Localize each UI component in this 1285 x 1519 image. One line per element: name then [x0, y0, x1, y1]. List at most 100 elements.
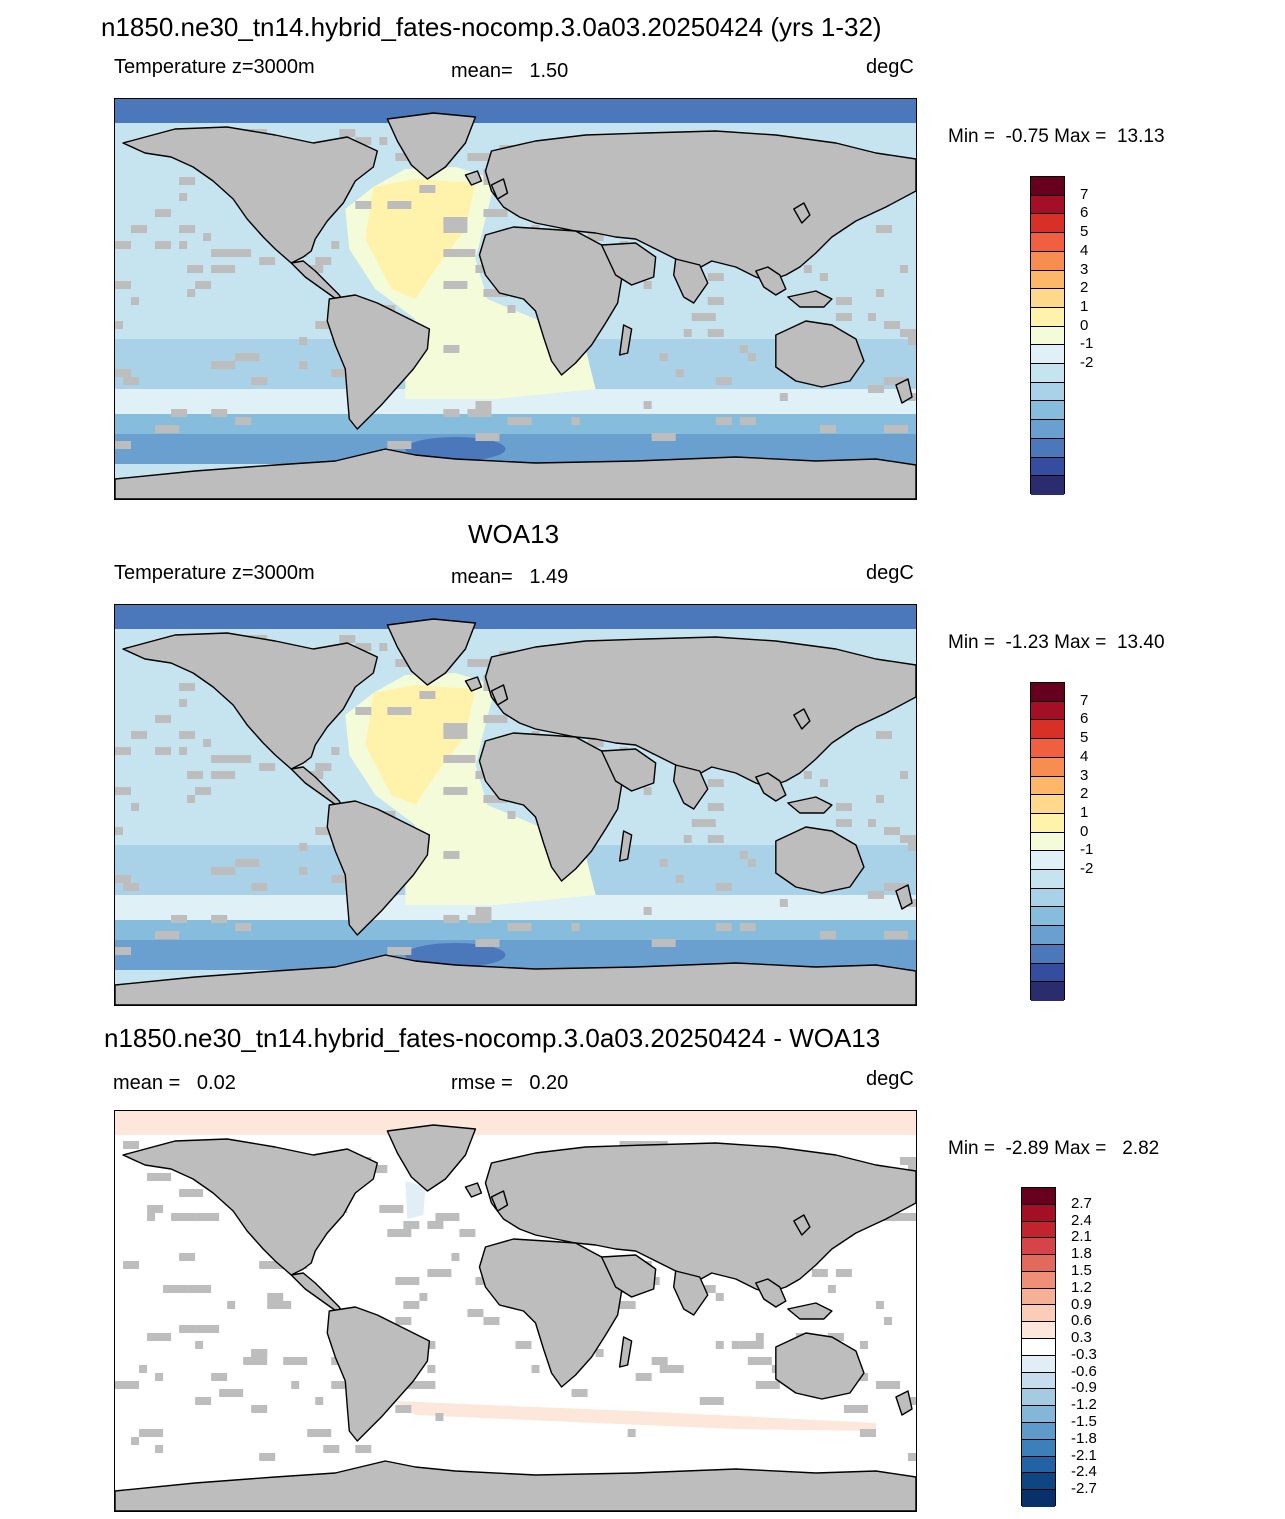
seafloor-pixel	[571, 1389, 588, 1397]
colorbar-swatch	[1022, 1456, 1055, 1474]
seafloor-pixel	[691, 819, 716, 827]
seafloor-pixel	[907, 1397, 916, 1405]
seafloor-pixel	[131, 731, 148, 739]
seafloor-pixel	[643, 787, 652, 795]
seafloor-pixel	[443, 851, 460, 859]
panel1-map-svg	[115, 99, 916, 499]
colorbar-tick-label: 2.4	[1071, 1211, 1092, 1229]
colorbar-swatch	[1022, 1389, 1055, 1407]
seafloor-pixel	[115, 321, 124, 329]
seafloor-pixel	[115, 875, 132, 883]
seafloor-pixel	[251, 883, 268, 891]
seafloor-pixel	[355, 137, 372, 145]
seafloor-pixel	[171, 1213, 196, 1221]
colorbar-swatch	[1022, 1204, 1055, 1222]
colorbar-swatch	[1031, 851, 1064, 871]
landmass	[787, 1302, 833, 1320]
seafloor-pixel	[291, 1381, 300, 1389]
seafloor-pixel	[707, 803, 724, 811]
seafloor-pixel	[899, 771, 908, 779]
seafloor-pixel	[155, 931, 180, 939]
landmass	[490, 178, 509, 200]
seafloor-pixel	[403, 1277, 420, 1285]
seafloor-pixel	[211, 361, 236, 369]
seafloor-pixel	[123, 1141, 140, 1149]
colorbar-swatch	[1031, 382, 1064, 402]
seafloor-pixel	[187, 265, 204, 273]
seafloor-pixel	[779, 899, 788, 907]
seafloor-pixel	[691, 313, 716, 321]
seafloor-pixel	[531, 1365, 540, 1373]
colorbar-tick-label: 2.7	[1071, 1194, 1092, 1212]
colorbar-tick-label: 5	[1080, 223, 1089, 241]
colorbar-swatch	[1031, 177, 1064, 196]
seafloor-pixel	[243, 1357, 268, 1365]
seafloor-pixel	[163, 1285, 188, 1293]
seafloor-pixel	[331, 369, 356, 377]
seafloor-pixel	[707, 273, 724, 281]
colorbar-swatch	[1031, 214, 1064, 234]
landmass	[478, 1238, 623, 1388]
seafloor-pixel	[387, 947, 412, 955]
seafloor-pixel	[483, 289, 508, 297]
seafloor-pixel	[483, 907, 492, 915]
north-atlantic-cool-anomaly	[405, 1181, 426, 1219]
seafloor-pixel	[819, 1269, 828, 1277]
colorbar-swatch	[1031, 289, 1064, 308]
seafloor-pixel	[307, 265, 324, 273]
seafloor-pixel	[659, 859, 668, 867]
seafloor-pixel	[171, 915, 188, 923]
seafloor-pixel	[515, 1341, 532, 1349]
colorbar-swatch	[1031, 926, 1064, 945]
colorbar-tick-label: 4	[1080, 747, 1089, 765]
seafloor-pixel	[139, 1429, 164, 1437]
arctic-band	[115, 605, 916, 629]
panel1-variable-label: Temperature z=3000m	[114, 56, 315, 78]
seafloor-pixel	[883, 827, 900, 835]
colorbar-swatch	[1031, 870, 1064, 889]
panel3-mean-label: mean = 0.02	[113, 1072, 236, 1094]
landmass	[755, 772, 787, 802]
seafloor-pixel	[659, 353, 668, 361]
seafloor-pixel	[131, 225, 148, 233]
colorbar-tick-label: 1	[1080, 297, 1089, 315]
seafloor-pixel	[123, 377, 140, 385]
seafloor-pixel	[315, 827, 332, 835]
seafloor-pixel	[843, 1405, 868, 1413]
seafloor-pixel	[899, 329, 916, 337]
seafloor-pixel	[323, 1445, 340, 1453]
landmass	[793, 708, 811, 730]
panel1-minmax: Min = -0.75 Max = 13.13	[948, 126, 1165, 147]
seafloor-pixel	[715, 923, 732, 931]
seafloor-pixel	[883, 377, 908, 385]
landmass	[326, 1306, 431, 1442]
seafloor-pixel	[683, 329, 692, 337]
seafloor-pixel	[587, 739, 604, 747]
seafloor-pixel	[147, 1333, 172, 1341]
seafloor-pixel	[443, 225, 468, 233]
seafloor-pixel	[739, 417, 756, 425]
seafloor-pixel	[875, 731, 892, 739]
seafloor-pixel	[683, 835, 692, 843]
colorbar-swatch	[1031, 270, 1064, 290]
seafloor-pixel	[675, 875, 684, 883]
seafloor-pixel	[475, 265, 484, 273]
seafloor-pixel	[659, 1365, 684, 1373]
seafloor-pixel	[387, 201, 412, 209]
seafloor-pixel	[395, 1405, 412, 1413]
landmass	[618, 324, 633, 356]
landmass	[122, 632, 379, 770]
landmass	[386, 112, 477, 180]
seafloor-pixel	[171, 409, 188, 417]
colorbar-tick-label: 1.5	[1071, 1261, 1092, 1279]
colorbar-swatch	[1031, 457, 1064, 477]
seafloor-pixel	[715, 1341, 724, 1349]
colorbar-swatch	[1031, 326, 1064, 346]
panel2-colorbar	[1030, 682, 1065, 1001]
seafloor-pixel	[507, 417, 532, 425]
seafloor-pixel	[115, 441, 132, 449]
colorbar-tick-label: -0.6	[1071, 1362, 1097, 1380]
panel1-mean-label: mean= 1.50	[451, 60, 569, 82]
seafloor-pixel	[811, 1269, 820, 1277]
seafloor-pixel	[379, 137, 388, 145]
